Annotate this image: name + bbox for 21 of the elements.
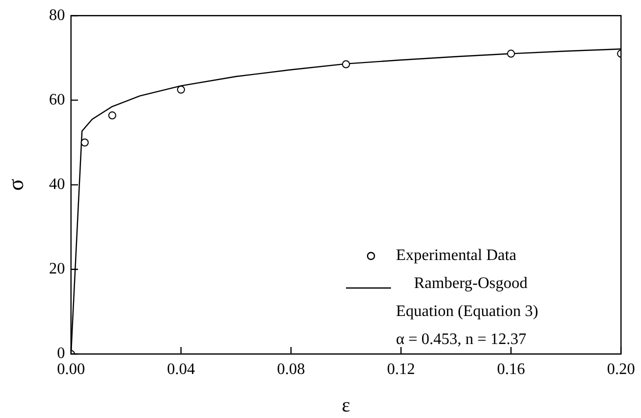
point bbox=[177, 86, 185, 94]
y-tick-label: 40 bbox=[49, 176, 65, 194]
x-tick-label: 0.12 bbox=[387, 360, 415, 378]
x-tick-label: 0.16 bbox=[497, 360, 525, 378]
y-tick-label: 0 bbox=[57, 345, 65, 362]
point bbox=[507, 50, 515, 58]
y-tick-label: 80 bbox=[49, 6, 65, 24]
y-axis-title: σ bbox=[2, 178, 28, 191]
x-tick-label: 0.04 bbox=[167, 360, 195, 378]
x-axis-title: ε bbox=[342, 394, 350, 416]
point bbox=[108, 111, 116, 120]
legend-label: Experimental Data bbox=[396, 247, 516, 264]
x-tick-label: 0.00 bbox=[57, 360, 85, 378]
point bbox=[80, 138, 89, 146]
y-tick-label: 60 bbox=[49, 91, 65, 108]
y-tick-label: 20 bbox=[49, 260, 65, 278]
legend-label: Ramberg-Osgood Equation (Equation 3) bbox=[396, 275, 538, 320]
x-tick-label: 0.20 bbox=[607, 360, 635, 378]
x-tick-label: 0.08 bbox=[277, 360, 305, 378]
annotation: α = 0.453, n = 12.37 bbox=[396, 331, 526, 348]
point bbox=[342, 60, 350, 68]
